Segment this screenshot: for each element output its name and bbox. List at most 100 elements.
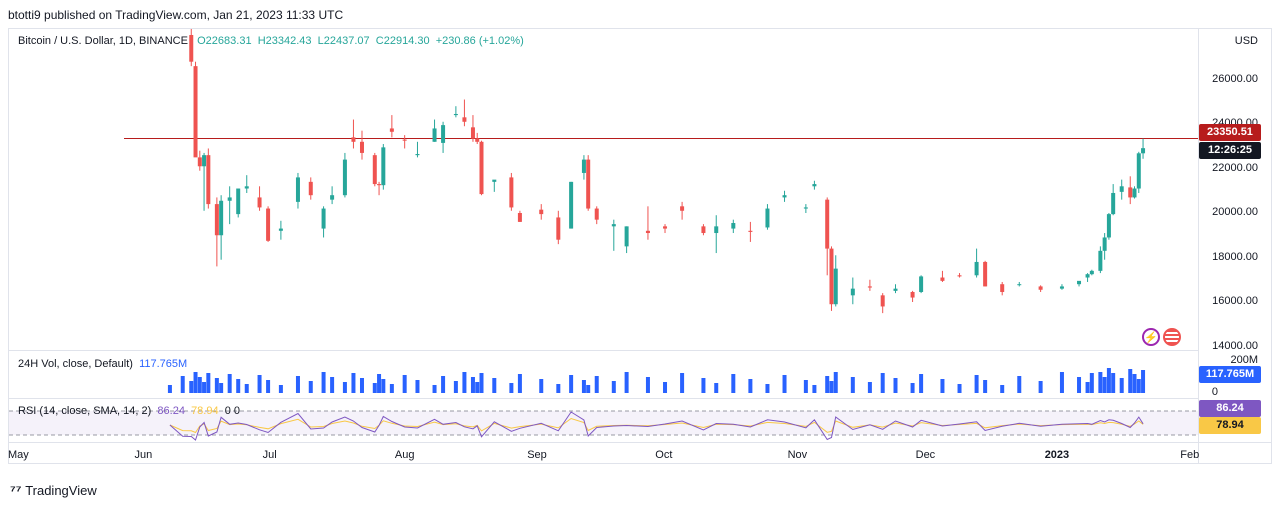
volume-bar: [377, 374, 382, 393]
price-tick-label: 20000.00: [1212, 206, 1258, 218]
rsi-line: [169, 411, 1144, 441]
volume-bar: [372, 383, 377, 393]
volume-bar: [1136, 379, 1141, 393]
volume-bar: [880, 373, 885, 393]
time-axis-label: 2023: [1044, 449, 1070, 461]
candle-body: [748, 230, 753, 232]
time-axis-label: Jun: [134, 449, 153, 461]
volume-bar: [611, 381, 616, 393]
volume-bar: [415, 380, 420, 393]
open-value: O22683.31: [197, 35, 252, 47]
time-axis-label: Nov: [787, 449, 808, 461]
volume-bar: [342, 382, 347, 393]
volume-bar: [1128, 369, 1133, 393]
price-tick-label: 16000.00: [1212, 295, 1258, 307]
volume-bar: [295, 376, 300, 393]
candle-body: [342, 159, 347, 196]
candle-body: [202, 155, 207, 167]
candle-body: [611, 224, 616, 227]
candle-body: [680, 206, 685, 211]
candle-body: [812, 184, 817, 187]
publisher-line: btotti9 published on TradingView.com, Ja…: [8, 8, 344, 22]
volume-bar: [475, 382, 480, 393]
candle-body: [1128, 187, 1133, 198]
time-axis-label: Aug: [394, 449, 415, 461]
volume-legend: 24H Vol, close, Default) 117.765M: [18, 358, 187, 370]
volume-bar: [197, 377, 202, 393]
candle-body: [1119, 186, 1124, 192]
candle-body: [206, 155, 211, 205]
volume-bar: [850, 377, 855, 393]
close-value: C22914.30: [375, 35, 430, 47]
candle-body: [829, 248, 834, 305]
candle-body: [266, 208, 271, 241]
volume-bar: [569, 375, 574, 393]
volume-bar: [257, 375, 262, 393]
candle-body: [1136, 153, 1141, 189]
candle-body: [624, 226, 629, 247]
volume-bar: [509, 383, 514, 393]
symbol-label[interactable]: Bitcoin / U.S. Dollar, 1D, BINANCE: [18, 35, 188, 47]
rsi-label[interactable]: RSI (14, close, SMA, 14, 2): [18, 405, 152, 417]
volume-bar: [321, 372, 326, 393]
candle-body: [957, 275, 962, 277]
candle-body: [569, 181, 574, 229]
volume-bar: [1000, 385, 1005, 393]
volume-bar: [214, 378, 219, 393]
volume-bar: [479, 373, 484, 393]
high-value: H23342.43: [257, 35, 312, 47]
candle-body: [214, 204, 219, 236]
price-tick-label: 18000.00: [1212, 250, 1258, 263]
candle-body: [227, 197, 232, 201]
currency-label: USD: [1234, 35, 1258, 47]
candle-body: [321, 208, 326, 229]
candle-body: [244, 186, 249, 189]
candle-body: [803, 207, 808, 209]
volume-bar: [825, 376, 830, 393]
candle-body: [402, 139, 407, 141]
price-tick-label: 26000.00: [1212, 72, 1258, 85]
volume-bar: [1085, 382, 1090, 393]
us-flag-icon[interactable]: [1163, 328, 1181, 346]
volume-pane-separator: [8, 350, 1198, 351]
volume-bar: [867, 382, 872, 393]
volume-bar: [351, 373, 356, 393]
low-value: L22437.07: [317, 35, 370, 47]
volume-bar: [227, 374, 232, 393]
candle-body: [479, 141, 484, 195]
volume-bar: [330, 377, 335, 393]
tradingview-logo[interactable]: ⁷⁷ TradingView: [10, 482, 97, 498]
volume-bar: [308, 381, 313, 393]
candle-body: [782, 195, 787, 198]
lightning-icon[interactable]: ⚡: [1142, 328, 1160, 346]
candle-body: [475, 138, 480, 142]
volume-bar: [833, 372, 838, 393]
volume-bar: [266, 380, 271, 393]
volume-bar: [180, 376, 185, 393]
candle-body: [974, 261, 979, 276]
candle-body: [351, 137, 356, 142]
candle-body: [415, 154, 420, 156]
candle-body: [453, 113, 458, 116]
volume-bar: [556, 384, 561, 393]
rsi-sma-badge: 78.94: [1199, 417, 1261, 434]
candle-body: [219, 200, 224, 236]
candle-body: [308, 181, 313, 196]
volume-tick-0: 0: [1211, 386, 1218, 398]
rsi-legend: RSI (14, close, SMA, 14, 2) 86.24 78.94 …: [18, 405, 240, 417]
rsi-sma-line: [169, 417, 1144, 434]
volume-bar: [765, 384, 770, 393]
volume-bar: [940, 379, 945, 393]
volume-bar: [1089, 373, 1094, 393]
change-value: +230.86 (+1.02%): [435, 35, 524, 47]
volume-label[interactable]: 24H Vol, close, Default): [18, 358, 133, 370]
price-line-badge: 23350.51: [1199, 124, 1261, 141]
candle-body: [663, 226, 668, 229]
candle-body: [1141, 148, 1146, 154]
tradingview-brand: TradingView: [25, 483, 97, 498]
volume-bar: [910, 383, 915, 393]
volume-bar: [167, 385, 172, 393]
price-legend: Bitcoin / U.S. Dollar, 1D, BINANCE O2268…: [18, 35, 524, 47]
candle-body: [432, 128, 437, 142]
